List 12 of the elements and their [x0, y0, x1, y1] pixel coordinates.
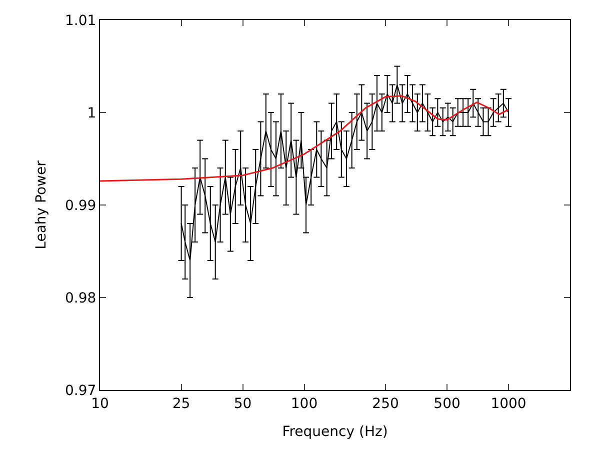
y-tick-label: 1: [87, 105, 96, 122]
x-tick-label: 100: [290, 396, 318, 412]
y-tick-label: 0.98: [65, 290, 96, 306]
x-tick-label: 1000: [490, 396, 526, 412]
y-tick-label: 1.01: [65, 12, 96, 29]
y-tick-label: 0.99: [65, 198, 96, 214]
x-tick-label: 250: [372, 396, 399, 412]
y-axis-title: Leahy Power: [34, 160, 50, 250]
x-tick-label: 25: [172, 396, 190, 412]
x-tick-label: 500: [434, 396, 460, 412]
x-tick-label: 50: [234, 396, 252, 412]
x-axis-title: Frequency (Hz): [282, 424, 388, 440]
